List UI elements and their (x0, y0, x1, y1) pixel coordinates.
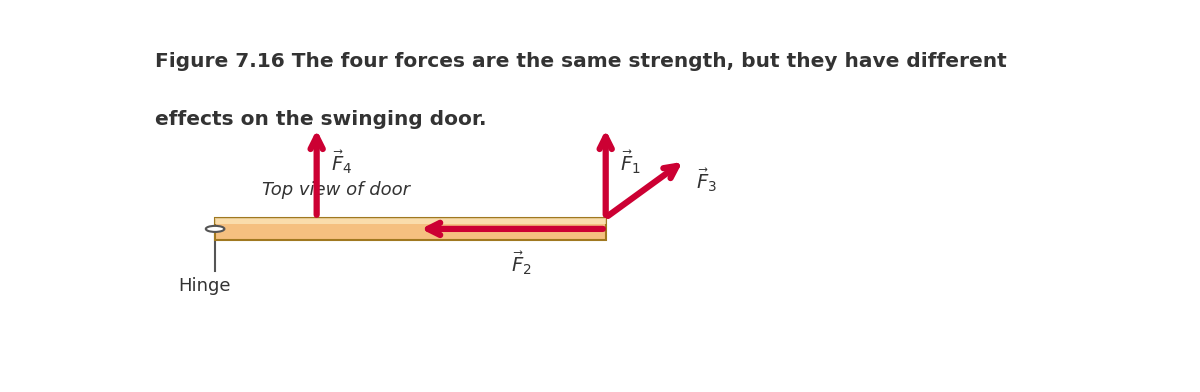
Text: $\vec{F}_1$: $\vec{F}_1$ (619, 148, 641, 176)
Text: Hinge: Hinge (178, 277, 230, 295)
Circle shape (206, 226, 224, 232)
Text: $\vec{F}_3$: $\vec{F}_3$ (696, 166, 716, 194)
Text: $\vec{F}_4$: $\vec{F}_4$ (331, 148, 352, 176)
Text: Figure 7.16 The four forces are the same strength, but they have different: Figure 7.16 The four forces are the same… (155, 52, 1007, 71)
Text: $\vec{F}_2$: $\vec{F}_2$ (511, 249, 532, 277)
Text: Top view of door: Top view of door (262, 181, 409, 200)
Text: effects on the swinging door.: effects on the swinging door. (155, 111, 486, 129)
Bar (215, 218, 606, 224)
Bar (215, 218, 606, 240)
